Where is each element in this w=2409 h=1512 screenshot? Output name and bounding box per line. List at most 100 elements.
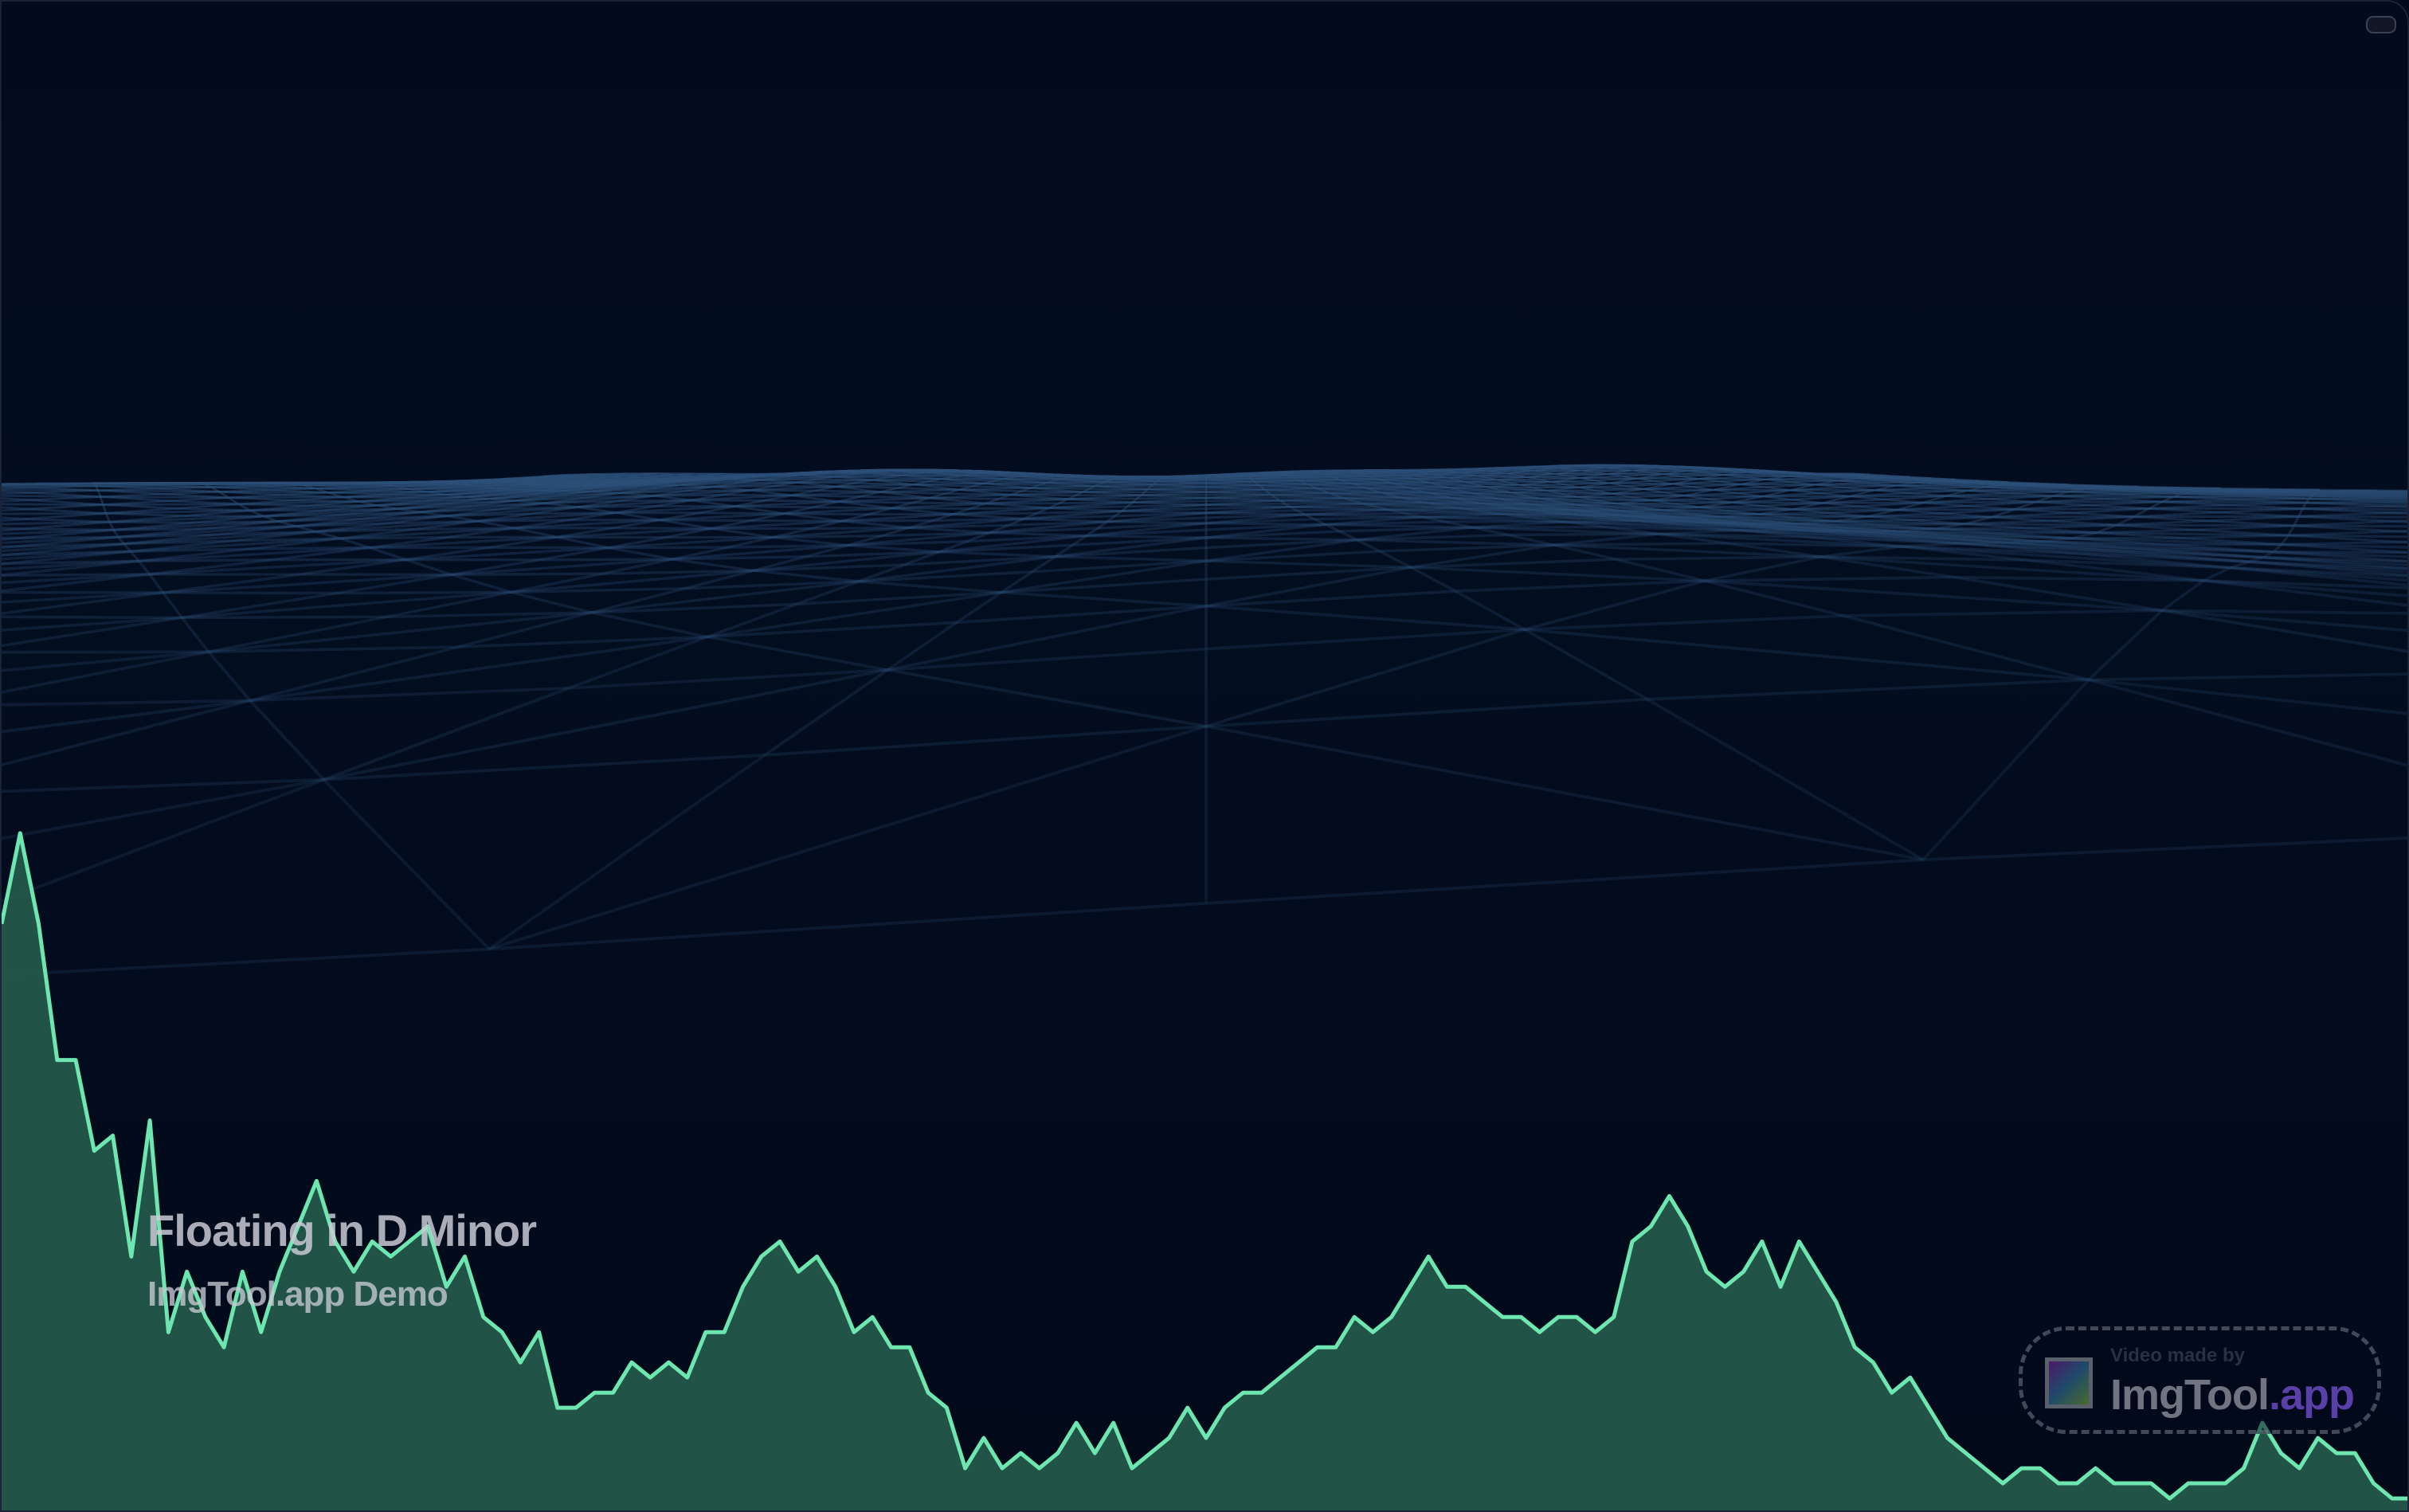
- mesh-column-edge: [208, 615, 387, 654]
- mesh-diagonal-edge: [1055, 536, 1207, 558]
- mesh-diagonal-edge: [376, 497, 490, 507]
- mesh-diagonal-edge: [1325, 515, 1423, 527]
- mesh-row-edge: [1954, 575, 2204, 582]
- mesh-row-edge: [1966, 500, 2036, 507]
- mesh-diagonal-edge: [513, 519, 660, 530]
- mesh-column-edge: [2074, 551, 2231, 570]
- mesh-column-edge: [764, 494, 792, 502]
- mesh-row-edge: [2074, 551, 2250, 563]
- mesh-diagonal-edge: [1803, 529, 2007, 544]
- mesh-row-edge: [477, 519, 570, 523]
- mesh-column-edge: [482, 488, 516, 493]
- mesh-row-edge: [841, 519, 934, 523]
- mesh-column-edge: [711, 519, 751, 530]
- mesh-column-edge: [881, 526, 911, 538]
- mesh-diagonal-edge: [1205, 605, 1526, 632]
- mesh-diagonal-edge: [96, 490, 102, 498]
- mesh-diagonal-edge: [1553, 543, 1821, 558]
- mesh-diagonal-edge: [1205, 559, 1412, 569]
- mesh-row-edge: [1459, 507, 1544, 513]
- mesh-row-edge: [1752, 522, 1844, 529]
- watermark-badge[interactable]: Video made by ImgTool.app: [2019, 1326, 2381, 1434]
- mesh-diagonal-edge: [2006, 540, 2043, 544]
- mesh-column-edge: [813, 500, 839, 509]
- mesh-diagonal-edge: [1855, 530, 2043, 543]
- mesh-row-edge: [1205, 472, 1239, 476]
- mesh-column-edge: [1922, 535, 2007, 544]
- mesh-diagonal-edge: [608, 546, 673, 561]
- mesh-diagonal-edge: [773, 535, 848, 547]
- mesh-column-edge: [1880, 523, 1935, 531]
- mesh-column-edge: [2133, 515, 2208, 523]
- mesh-column-edge: [1551, 506, 1574, 511]
- mesh-column-edge: [1131, 497, 1138, 503]
- mesh-row-edge: [1551, 506, 1621, 512]
- mesh-column-edge: [2195, 528, 2289, 537]
- mesh-row-edge: [1700, 520, 1800, 529]
- mesh-diagonal-edge: [109, 515, 264, 523]
- mesh-diagonal-edge: [2297, 507, 2304, 518]
- mesh-diagonal-edge: [691, 494, 792, 502]
- mesh-column-edge: [568, 635, 708, 690]
- mesh-diagonal-edge: [2015, 507, 2149, 511]
- mesh-row-edge: [1205, 550, 1381, 562]
- mesh-row-edge: [208, 645, 458, 654]
- mesh-diagonal-edge: [2281, 543, 2407, 549]
- mesh-column-edge: [2, 518, 25, 523]
- mesh-diagonal-edge: [2298, 515, 2407, 519]
- mesh-diagonal-edge: [1922, 495, 1947, 504]
- mesh-column-edge: [1996, 531, 2072, 540]
- mesh-diagonal-edge: [1290, 505, 1389, 511]
- mesh-column-edge: [684, 569, 754, 590]
- mesh-column-edge: [537, 476, 558, 479]
- mesh-column-edge: [1843, 614, 2090, 682]
- mesh-row-edge: [1205, 502, 1285, 507]
- mesh-column-edge: [106, 507, 177, 515]
- mesh-row-edge: [1205, 538, 1357, 550]
- mesh-row-edge: [1739, 528, 1874, 538]
- mesh-column-edge: [280, 491, 329, 496]
- mesh-column-edge: [386, 491, 427, 496]
- mesh-row-edge: [2298, 511, 2390, 518]
- mesh-row-edge: [397, 504, 471, 511]
- mesh-column-edge: [2288, 534, 2402, 544]
- mesh-row-edge: [2140, 546, 2274, 554]
- window-control-button[interactable]: [2366, 16, 2396, 33]
- mesh-diagonal-edge: [1410, 543, 1554, 569]
- mesh-column-edge: [100, 492, 163, 498]
- mesh-diagonal-edge: [1279, 497, 1345, 502]
- mesh-diagonal-edge: [1898, 530, 2072, 540]
- mesh-row-edge: [362, 515, 448, 520]
- mesh-diagonal-edge: [953, 513, 1024, 520]
- mesh-column-edge: [1992, 515, 2050, 523]
- mesh-diagonal-edge: [1620, 508, 1663, 512]
- mesh-column-edge: [1761, 504, 1793, 511]
- mesh-diagonal-edge: [1363, 502, 1459, 510]
- mesh-row-edge: [1098, 522, 1207, 530]
- mesh-diagonal-edge: [102, 504, 108, 514]
- mesh-row-edge: [1008, 520, 1107, 527]
- mesh-column-edge: [1075, 491, 1083, 496]
- mesh-column-edge: [323, 503, 378, 512]
- mesh-diagonal-edge: [615, 505, 735, 515]
- mesh-column-edge: [2298, 515, 2393, 523]
- mesh-diagonal-edge: [515, 499, 545, 505]
- mesh-column-edge: [1799, 526, 1856, 533]
- mesh-diagonal-edge: [909, 526, 990, 535]
- mesh-row-edge: [1867, 512, 1942, 518]
- mesh-diagonal-edge: [1048, 501, 1133, 510]
- mesh-row-edge: [1401, 496, 1467, 502]
- mesh-diagonal-edge: [1796, 522, 1935, 531]
- mesh-column-edge: [854, 479, 872, 484]
- mesh-column-edge: [1615, 558, 1706, 582]
- mesh-column-edge: [470, 499, 515, 507]
- mesh-row-edge: [1132, 499, 1207, 504]
- mesh-diagonal-edge: [1205, 522, 1326, 527]
- mesh-column-edge: [886, 621, 958, 672]
- mesh-column-edge: [774, 481, 797, 488]
- mesh-column-edge: [2, 491, 32, 496]
- mesh-diagonal-edge: [1107, 511, 1207, 523]
- mesh-column-edge: [691, 493, 723, 502]
- mesh-row-edge: [447, 512, 531, 518]
- mesh-row-edge: [118, 533, 217, 539]
